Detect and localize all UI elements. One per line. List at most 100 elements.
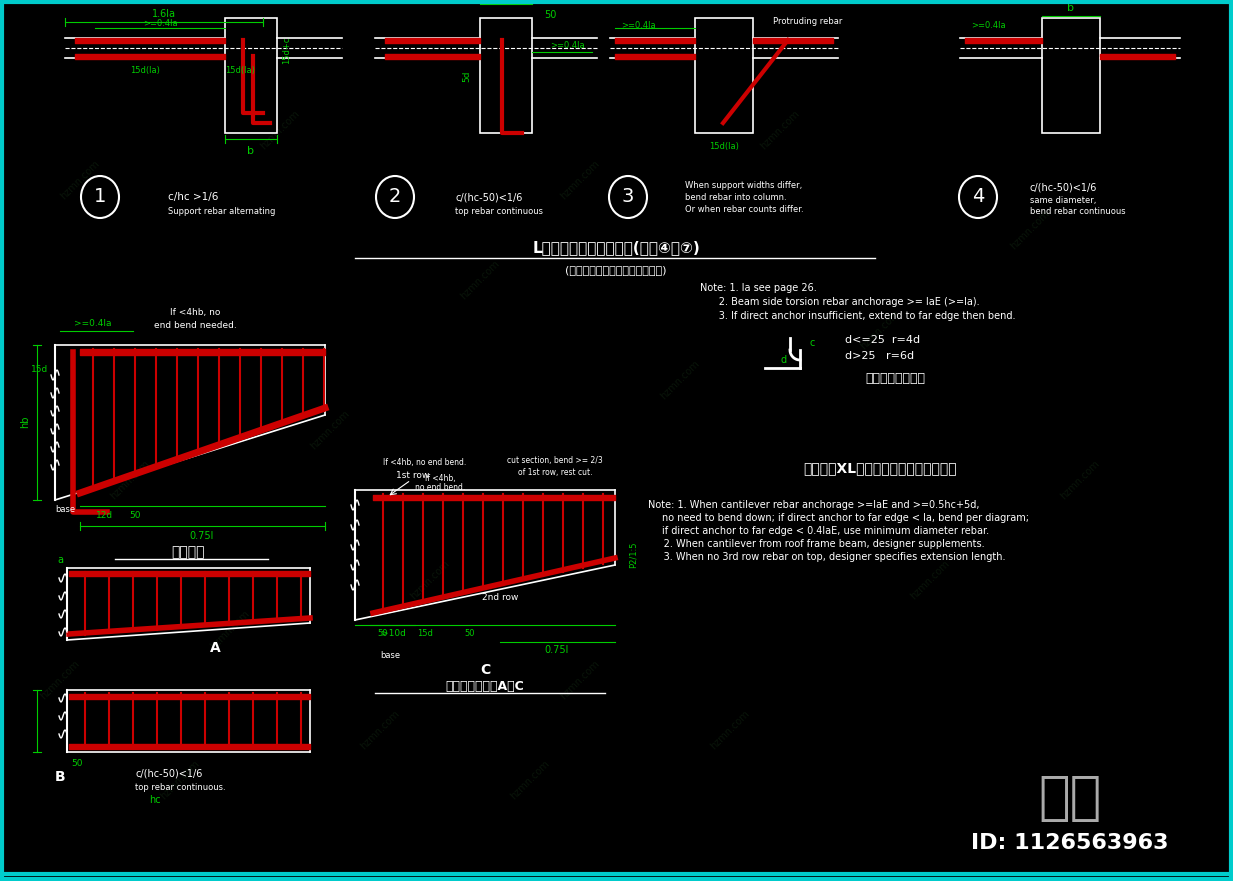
- Text: If <4hb,: If <4hb,: [424, 473, 455, 483]
- Text: top rebar continuous.: top rebar continuous.: [134, 782, 226, 791]
- Text: if direct anchor to far edge < 0.4laE, use minimum diameter rebar.: if direct anchor to far edge < 0.4laE, u…: [662, 526, 989, 536]
- Text: 15d: 15d: [31, 366, 48, 374]
- Text: When support widths differ,: When support widths differ,: [686, 181, 803, 189]
- Text: 15d(la): 15d(la): [129, 65, 160, 75]
- Text: hb: hb: [20, 416, 30, 428]
- Text: c/(hc-50)<1/6: c/(hc-50)<1/6: [134, 769, 202, 779]
- Text: 知末: 知末: [1038, 772, 1101, 824]
- Text: >=0.4la: >=0.4la: [74, 319, 112, 328]
- Bar: [695, 18, 753, 133]
- Text: hzmn.com: hzmn.com: [308, 409, 351, 451]
- Text: hc: hc: [149, 795, 160, 805]
- Text: 15d(la): 15d(la): [709, 143, 739, 152]
- Text: Support rebar alternating: Support rebar alternating: [168, 208, 275, 217]
- Text: hzmn.com: hzmn.com: [208, 609, 252, 651]
- Text: top rebar continuous: top rebar continuous: [455, 208, 543, 217]
- Text: a: a: [57, 555, 63, 565]
- Text: ID: 1126563963: ID: 1126563963: [972, 833, 1169, 853]
- Text: hzmn.com: hzmn.com: [38, 658, 81, 701]
- Text: base: base: [380, 652, 399, 661]
- Text: hzmn.com: hzmn.com: [1058, 458, 1101, 501]
- Text: >=0.4la: >=0.4la: [970, 21, 1005, 31]
- Text: hzmn.com: hzmn.com: [758, 108, 801, 152]
- Text: of 1st row, rest cut.: of 1st row, rest cut.: [518, 468, 592, 477]
- Text: 4: 4: [972, 188, 984, 206]
- Text: hzmn.com: hzmn.com: [459, 258, 502, 301]
- Text: no end bend.: no end bend.: [414, 484, 465, 492]
- Text: 50: 50: [129, 512, 141, 521]
- Text: hzmn.com: hzmn.com: [858, 308, 901, 352]
- Text: 各类梁的悬挑端A－C: 各类梁的悬挑端A－C: [445, 679, 524, 692]
- Text: 2nd row: 2nd row: [482, 594, 518, 603]
- Text: 纯悬挑梁XL和各类梁的悬挑端配筋构造: 纯悬挑梁XL和各类梁的悬挑端配筋构造: [803, 461, 957, 475]
- Text: c/hc >1/6: c/hc >1/6: [168, 192, 218, 202]
- Text: 0.75l: 0.75l: [545, 645, 570, 655]
- Text: 0.75l: 0.75l: [190, 531, 215, 541]
- Text: Or when rebar counts differ.: Or when rebar counts differ.: [686, 204, 804, 213]
- Bar: [1042, 18, 1100, 133]
- Text: b: b: [248, 146, 254, 156]
- Text: c/(hc-50)<1/6: c/(hc-50)<1/6: [455, 192, 523, 202]
- Text: Note: 1. When cantilever rebar anchorage >=laE and >=0.5hc+5d,: Note: 1. When cantilever rebar anchorage…: [649, 500, 979, 510]
- Text: bend rebar into column.: bend rebar into column.: [686, 193, 787, 202]
- Text: same diameter,: same diameter,: [1030, 196, 1096, 204]
- Text: 纵向钢筋弯折要求: 纵向钢筋弯折要求: [866, 372, 925, 384]
- Text: (括号内的数字用于弧形非框架梁): (括号内的数字用于弧形非框架梁): [565, 265, 667, 275]
- Text: 15d+c: 15d+c: [282, 36, 291, 63]
- Text: hzmn.com: hzmn.com: [709, 708, 751, 751]
- Text: hzmn.com: hzmn.com: [658, 359, 702, 402]
- Text: P2/1:5: P2/1:5: [629, 542, 637, 568]
- Text: hzmn.com: hzmn.com: [159, 759, 201, 802]
- Text: 50: 50: [544, 10, 556, 20]
- Text: hzmn.com: hzmn.com: [1009, 209, 1052, 251]
- Text: base: base: [55, 506, 75, 515]
- Text: cut section, bend >= 2/3: cut section, bend >= 2/3: [507, 455, 603, 464]
- Text: d: d: [780, 355, 787, 365]
- Text: 50: 50: [377, 630, 388, 639]
- Text: 50: 50: [465, 630, 475, 639]
- Bar: [480, 18, 531, 133]
- Text: >=0.4la: >=0.4la: [143, 19, 178, 28]
- Text: hzmn.com: hzmn.com: [559, 658, 602, 701]
- Text: hzmn.com: hzmn.com: [408, 559, 451, 602]
- Text: b: b: [1068, 3, 1074, 13]
- Text: d<=25  r=4d: d<=25 r=4d: [845, 335, 920, 345]
- Text: hzmn.com: hzmn.com: [359, 708, 402, 751]
- Text: 15d(la): 15d(la): [226, 65, 255, 75]
- Text: >=0.4la: >=0.4la: [550, 41, 584, 49]
- Text: 1.6la: 1.6la: [152, 9, 176, 19]
- Text: d>25   r=6d: d>25 r=6d: [845, 351, 914, 361]
- Text: 纯悬挑梁: 纯悬挑梁: [171, 545, 205, 559]
- Text: B: B: [54, 770, 65, 784]
- Text: 15d: 15d: [417, 630, 433, 639]
- Text: hzmn.com: hzmn.com: [259, 108, 302, 152]
- Text: >=0.4la: >=0.4la: [620, 20, 655, 29]
- Text: 3. When no 3rd row rebar on top, designer specifies extension length.: 3. When no 3rd row rebar on top, designe…: [649, 552, 1005, 562]
- Text: 12d: 12d: [96, 512, 113, 521]
- Text: 5d: 5d: [462, 70, 471, 82]
- Text: >10d: >10d: [381, 630, 406, 639]
- Text: hzmn.com: hzmn.com: [508, 759, 551, 802]
- Text: bend rebar continuous: bend rebar continuous: [1030, 208, 1126, 217]
- Text: Protruding rebar: Protruding rebar: [773, 18, 842, 26]
- Text: end bend needed.: end bend needed.: [154, 321, 237, 329]
- Text: A: A: [210, 641, 221, 655]
- Text: 1st row: 1st row: [396, 471, 429, 480]
- Text: c/(hc-50)<1/6: c/(hc-50)<1/6: [1030, 182, 1097, 192]
- Text: L中间支座纵向钢筋构造(节点④至⑦): L中间支座纵向钢筋构造(节点④至⑦): [533, 241, 700, 255]
- Text: hzmn.com: hzmn.com: [559, 159, 602, 202]
- Bar: [224, 18, 277, 133]
- Text: hzmn.com: hzmn.com: [909, 559, 952, 602]
- Text: 1: 1: [94, 188, 106, 206]
- Text: no need to bend down; if direct anchor to far edge < la, bend per diagram;: no need to bend down; if direct anchor t…: [662, 513, 1030, 523]
- Text: If <4hb, no end bend.: If <4hb, no end bend.: [383, 457, 466, 467]
- Text: If <4hb, no: If <4hb, no: [170, 308, 221, 317]
- Text: Note: 1. la see page 26.: Note: 1. la see page 26.: [700, 283, 816, 293]
- Text: C: C: [480, 663, 491, 677]
- Text: 3: 3: [621, 188, 634, 206]
- Text: 3. If direct anchor insufficient, extend to far edge then bend.: 3. If direct anchor insufficient, extend…: [700, 311, 1016, 321]
- Text: hzmn.com: hzmn.com: [109, 458, 152, 501]
- Text: c: c: [809, 338, 815, 348]
- Text: 2. Beam side torsion rebar anchorage >= laE (>=la).: 2. Beam side torsion rebar anchorage >= …: [700, 297, 980, 307]
- Text: b: b: [503, 0, 509, 1]
